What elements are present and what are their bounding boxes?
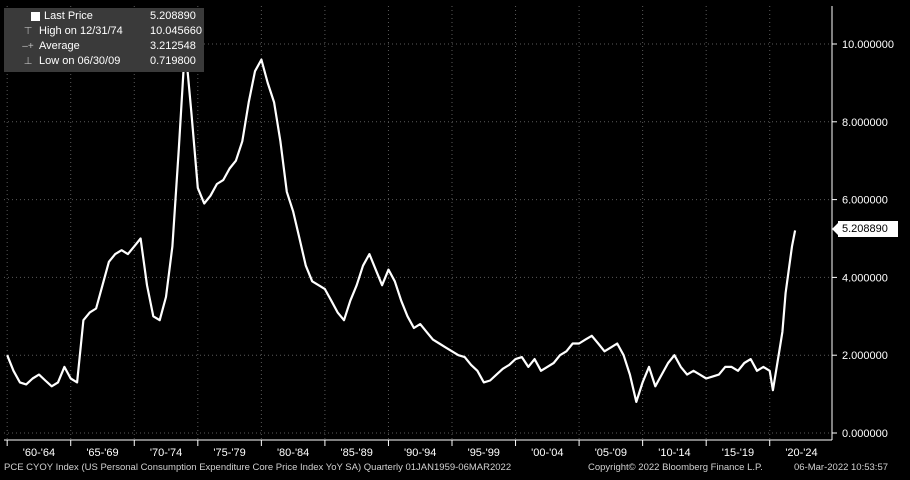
- footer-description: PCE CYOY Index (US Personal Consumption …: [4, 462, 512, 473]
- x-tick-label: '15-'19: [722, 447, 754, 459]
- x-tick-label: '20-'24: [785, 447, 817, 459]
- y-tick-label: 6.000000: [842, 195, 888, 207]
- footer-copyright: Copyright© 2022 Bloomberg Finance L.P.: [588, 462, 763, 473]
- x-tick-label: '00-'04: [531, 447, 563, 459]
- x-tick-label: '70-'74: [150, 447, 182, 459]
- series-line: [6, 42, 797, 403]
- legend-last-price-label: Last Price: [44, 10, 93, 22]
- x-tick-label: '95-'99: [468, 447, 500, 459]
- x-tick-label: '75-'79: [213, 447, 245, 459]
- legend-high-label: High on 12/31/74: [39, 25, 123, 37]
- legend-row-last-price: Last Price 5.208890: [4, 10, 204, 23]
- series-swatch: [31, 12, 40, 21]
- chart-footer: PCE CYOY Index (US Personal Consumption …: [4, 462, 908, 476]
- chart-legend: Last Price 5.208890 ⊤ High on 12/31/74 1…: [4, 8, 204, 72]
- footer-timestamp: 06-Mar-2022 10:53:57: [794, 462, 889, 473]
- x-tick-label: '80-'84: [277, 447, 309, 459]
- x-tick-label: '85-'89: [341, 447, 373, 459]
- legend-row-low: ⊥ Low on 06/30/09 0.719800: [4, 55, 204, 68]
- y-tick-label: 8.000000: [842, 117, 888, 129]
- legend-last-price-value: 5.208890: [150, 10, 196, 22]
- last-price-tag: 5.208890: [832, 221, 898, 237]
- legend-average-label: Average: [39, 40, 80, 52]
- legend-low-label: Low on 06/30/09: [39, 55, 121, 67]
- low-marker-icon: ⊥: [23, 56, 33, 67]
- y-tick-label: 0.000000: [842, 428, 888, 440]
- average-marker-icon: –+: [22, 41, 34, 52]
- x-tick-label: '60-'64: [23, 447, 55, 459]
- x-tick-label: '65-'69: [86, 447, 118, 459]
- high-marker-icon: ⊤: [23, 26, 33, 37]
- legend-row-average: –+ Average 3.212548: [4, 40, 204, 53]
- y-tick-label: 4.000000: [842, 272, 888, 284]
- legend-high-value: 10.045660: [150, 25, 202, 37]
- x-tick-label: '05-'09: [595, 447, 627, 459]
- legend-row-high: ⊤ High on 12/31/74 10.045660: [4, 25, 204, 38]
- legend-low-value: 0.719800: [150, 55, 196, 67]
- legend-average-value: 3.212548: [150, 40, 196, 52]
- y-tick-label: 2.000000: [842, 350, 888, 362]
- x-tick-label: '90-'94: [404, 447, 436, 459]
- y-tick-label: 10.000000: [842, 39, 894, 51]
- x-tick-label: '10-'14: [658, 447, 690, 459]
